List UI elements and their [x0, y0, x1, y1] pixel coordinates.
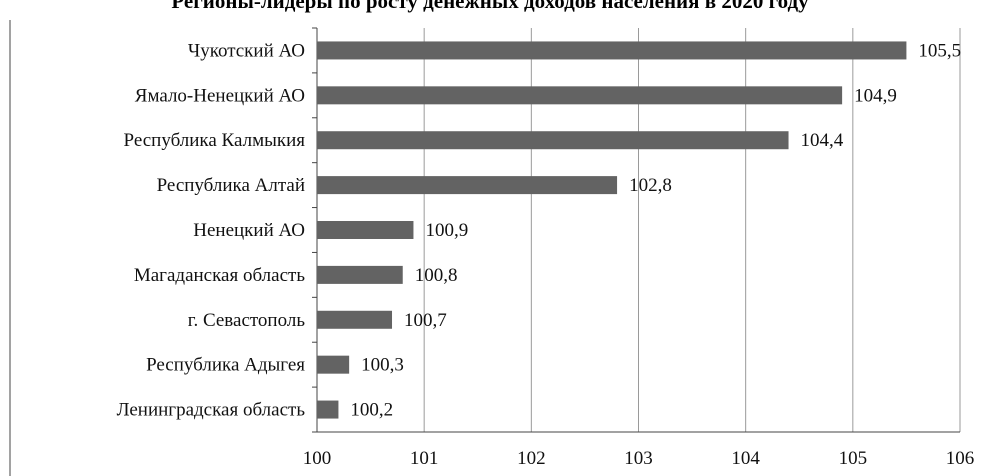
bar	[317, 41, 907, 60]
bar	[317, 86, 843, 105]
category-label: Ленинградская область	[117, 400, 306, 421]
category-label: Магаданская область	[134, 265, 305, 286]
category-label: Республика Калмыкия	[124, 130, 306, 151]
data-label: 104,4	[801, 130, 844, 151]
category-label: г. Севастополь	[188, 310, 306, 331]
bar	[317, 265, 403, 284]
category-label: Чукотский АО	[188, 40, 305, 61]
bar	[317, 131, 789, 150]
bar	[317, 310, 393, 329]
x-tick-label: 100	[303, 448, 332, 469]
x-tick-label: 105	[839, 448, 868, 469]
x-tick-label: 104	[731, 448, 760, 469]
bar	[317, 221, 414, 239]
data-label: 100,3	[361, 355, 404, 376]
data-label: 100,8	[415, 265, 458, 286]
bar	[317, 400, 339, 419]
x-tick-label: 101	[410, 448, 439, 469]
data-label: 102,8	[629, 175, 672, 196]
bar	[317, 355, 350, 374]
category-label: Ямало-Ненецкий АО	[135, 85, 305, 106]
data-label: 105,5	[918, 40, 961, 61]
x-tick-label: 102	[517, 448, 546, 469]
data-label: 104,9	[854, 85, 897, 106]
bar	[317, 176, 618, 195]
data-label: 100,7	[404, 310, 447, 331]
x-tick-label: 106	[946, 448, 975, 469]
category-label: Республика Алтай	[157, 175, 305, 196]
data-label: 100,2	[350, 400, 393, 421]
x-tick-label: 103	[624, 448, 653, 469]
chart-title: Регионы-лидеры по росту денежных доходов…	[171, 0, 809, 13]
category-label: Республика Адыгея	[146, 355, 305, 376]
data-label: 100,9	[425, 220, 468, 241]
category-label: Ненецкий АО	[193, 220, 305, 241]
